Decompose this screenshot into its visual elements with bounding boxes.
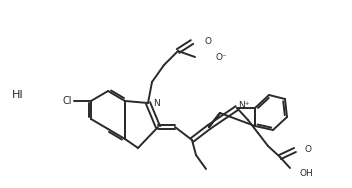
Text: HI: HI [12, 90, 24, 100]
Text: O: O [205, 37, 212, 46]
Text: N: N [153, 99, 160, 108]
Text: OH: OH [300, 168, 314, 177]
Text: O: O [304, 145, 312, 153]
Text: Cl: Cl [63, 96, 72, 106]
Text: N⁺: N⁺ [238, 102, 250, 111]
Text: O⁻: O⁻ [215, 52, 227, 61]
